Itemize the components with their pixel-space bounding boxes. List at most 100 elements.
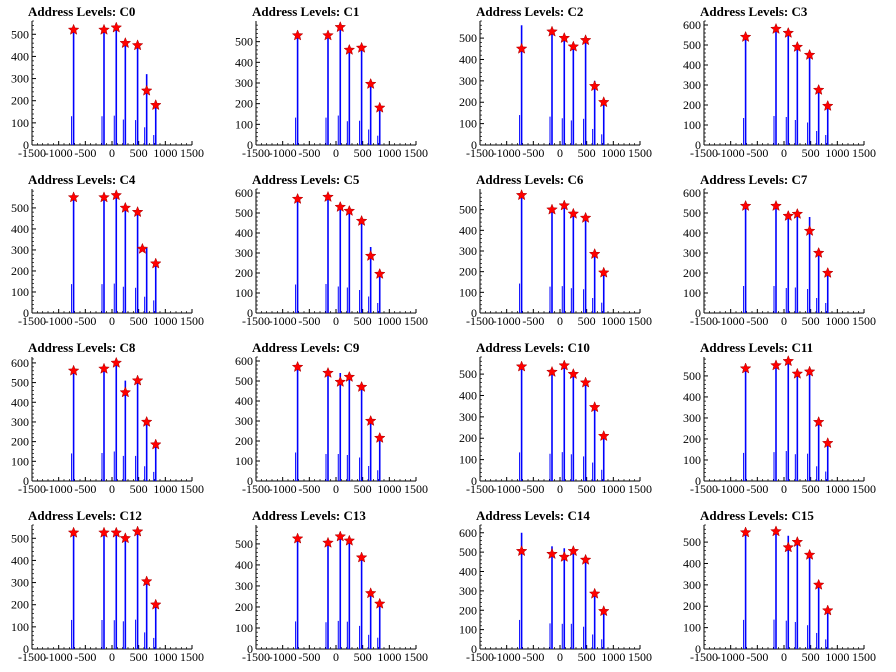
y-tick-label: 200 [235,97,253,111]
y-tick-label: 200 [459,95,477,109]
peak-marker [98,526,110,538]
y-tick-label: 500 [459,203,477,217]
y-tick-label: 400 [459,565,477,579]
y-tick-label: 300 [683,578,701,592]
y-tick-label: 100 [11,620,29,634]
x-tick-label: 1000 [825,314,849,328]
y-tick-label: 100 [459,285,477,299]
peak-marker [373,597,386,609]
x-tick-label: 500 [578,146,596,160]
peak-marker [558,359,571,371]
chart-svg: Address Levels: C3 0 100 200 300 400 500 600 -15… [683,4,876,160]
x-tick-label: 1500 [628,482,652,496]
peak-marker [515,189,528,201]
y-tick-label: 300 [11,243,29,257]
peak-marker [567,40,580,52]
peak-marker [812,578,825,590]
x-tick-label: 1500 [852,482,876,496]
x-tick-label: -1500 [242,146,270,160]
x-tick-label: -1000 [269,314,297,328]
chart-title: Address Levels: C9 [252,340,360,355]
peak-marker [588,401,601,413]
y-tick-label: 0 [247,642,253,656]
y-tick-label: 0 [471,138,477,152]
x-tick-label: -1000 [717,482,745,496]
y-tick-label: 0 [23,642,29,656]
peak-marker [597,429,610,442]
peak-marker [131,525,144,537]
x-tick-label: 1500 [852,146,876,160]
chart-panel: Address Levels: C0 0 100 200 300 400 500 -1500-… [0,0,224,168]
y-tick-label: 500 [11,376,29,390]
x-tick-label: 1000 [601,482,625,496]
chart-svg: Address Levels: C14 0 100 200 300 400 500 600 -1… [459,508,652,664]
x-tick-label: -500 [298,482,320,496]
chart-title: Address Levels: C14 [476,508,590,523]
peak-marker [791,535,804,548]
y-tick-label: 200 [11,435,29,449]
x-tick-label: -500 [74,146,96,160]
x-tick-label: -1000 [269,482,297,496]
y-tick-label: 500 [683,206,701,220]
y-tick-label: 200 [683,266,701,280]
peak-marker [597,605,610,617]
x-tick-label: 1500 [852,650,876,664]
peak-marker [515,544,528,557]
y-tick-label: 0 [695,474,701,488]
x-tick-label: 500 [802,146,820,160]
peak-marker [579,553,592,565]
y-tick-label: 600 [683,186,701,200]
peak-marker [355,380,368,392]
chart-title: Address Levels: C13 [252,508,366,523]
y-tick-label: 400 [235,55,253,69]
y-tick-label: 400 [235,226,253,240]
peak-marker [67,364,80,376]
chart-svg: Address Levels: C10 0 100 200 300 400 500 -1500… [459,340,652,496]
peak-marker [131,374,144,386]
chart-svg: Address Levels: C00100200300400500-1500-… [11,4,204,160]
x-tick-label: -500 [298,650,320,664]
y-tick-label: 200 [11,264,29,278]
x-tick-label: 1000 [601,650,625,664]
peak-marker [821,604,834,616]
x-tick-label: 500 [802,314,820,328]
y-tick-label: 200 [235,600,253,614]
peak-marker [515,42,528,54]
x-tick-label: -1500 [18,314,46,328]
x-tick-label: 1000 [377,482,401,496]
peak-marker [322,190,334,202]
x-tick-label: -1500 [690,650,718,664]
x-tick-label: -1500 [242,482,270,496]
x-tick-label: 0 [557,146,563,160]
y-tick-label: 300 [459,74,477,88]
peak-marker [140,84,153,96]
peak-marker [782,26,795,38]
peak-marker [770,525,782,537]
y-tick-label: 300 [459,410,477,424]
x-tick-label: -1500 [690,146,718,160]
peak-marker [782,355,795,367]
x-tick-label: 0 [333,650,339,664]
y-tick-label: 400 [459,52,477,66]
chart-panel: Address Levels: C10 0 100 200 300 400 500 -1500… [448,336,672,504]
chart-svg: Address Levels: C20100200300400500-1500-… [459,4,652,160]
peak-marker [558,550,571,562]
peak-marker [364,587,377,599]
x-tick-label: 1000 [153,482,177,496]
y-tick-label: 500 [459,31,477,45]
chart-title: Address Levels: C10 [476,340,590,355]
x-tick-label: -500 [522,314,544,328]
x-tick-label: -500 [522,482,544,496]
x-tick-label: -1000 [717,650,745,664]
peak-marker [803,365,816,377]
x-tick-label: 1000 [153,650,177,664]
peak-marker [579,211,592,223]
chart-title: Address Levels: C11 [700,340,813,355]
peak-marker [739,199,752,211]
peak-marker [355,214,368,226]
y-tick-label: 200 [683,599,701,613]
chart-panel: Address Levels: C14 0 100 200 300 400 500 600 -1… [448,504,672,672]
peak-marker [110,189,123,201]
peak-marker [821,436,834,449]
